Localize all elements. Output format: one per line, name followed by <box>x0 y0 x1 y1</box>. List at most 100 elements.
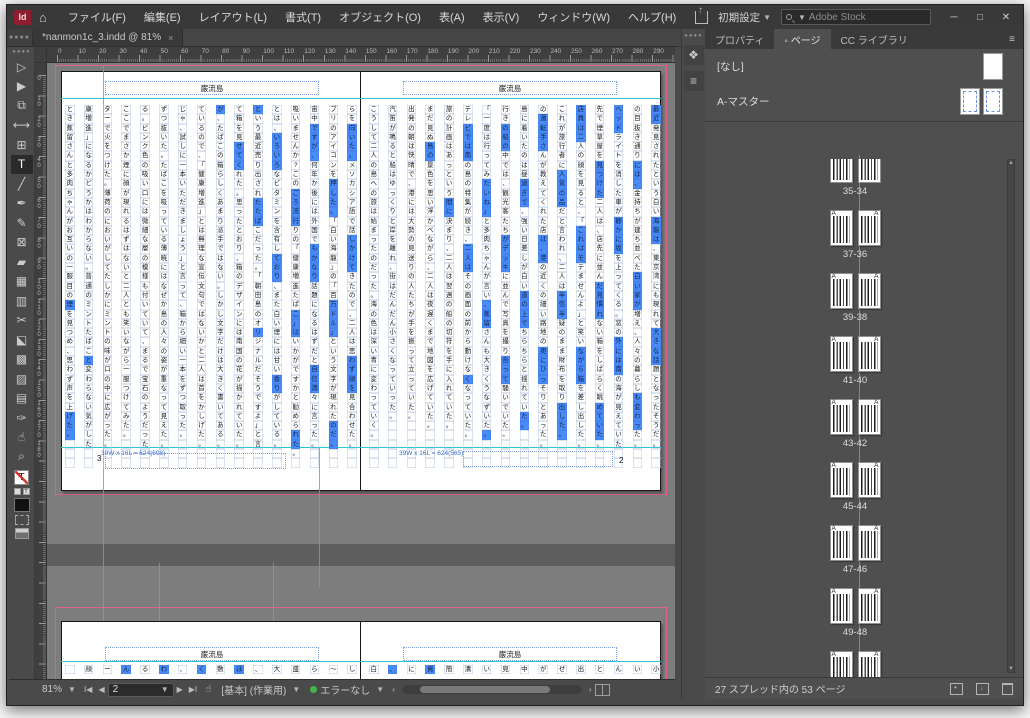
page-thumbnail-left[interactable]: A <box>829 588 853 624</box>
running-header-frame-left[interactable]: 巌流島 <box>105 81 319 95</box>
menu-item[interactable]: 編集(E) <box>143 12 181 24</box>
page-thumbnail-right[interactable]: A <box>857 273 881 309</box>
page-tool[interactable]: ⧉ <box>17 98 26 113</box>
running-header-frame-left[interactable]: 巌流島 <box>105 647 319 661</box>
column-guide[interactable] <box>103 65 104 621</box>
gradient-feather-tool[interactable]: ▨ <box>15 371 28 386</box>
text-frame-grid-left-page[interactable]: らを向いた。メソカシア語で話しかけてきたので、二人は思わず顔を見合わせた。ブリの… <box>65 105 357 468</box>
page-thumbnail-right[interactable]: A <box>857 159 881 183</box>
footer-frame-right[interactable] <box>463 451 613 467</box>
running-header-frame-right[interactable]: 巌流島 <box>403 647 617 661</box>
spread-thumb-row[interactable]: A A 47-46 <box>829 525 881 575</box>
selection-tool[interactable]: ▶ <box>16 79 27 94</box>
pencil-tool[interactable]: ✎ <box>16 215 27 230</box>
panel-tab-inactive[interactable]: CC ライブラリ <box>840 35 908 47</box>
note-tool[interactable]: ▤ <box>15 391 28 406</box>
ruler-origin-corner[interactable] <box>35 47 47 63</box>
menu-item[interactable]: ヘルプ(H) <box>628 12 677 24</box>
master-a-row[interactable]: A-マスター <box>705 84 1023 119</box>
frame-edges-button[interactable] <box>14 514 29 525</box>
split-view-icon[interactable] <box>594 683 610 696</box>
vertical-ruler[interactable]: 0 10 20 30 40 50 60 70 80 90 100 110 120 130 140 150 160… <box>35 63 47 679</box>
edit-page-size-icon[interactable] <box>950 682 963 695</box>
page-thumbnail-left[interactable]: A <box>829 159 853 183</box>
indesign-logo-icon[interactable]: Id <box>14 9 31 25</box>
text-frame-grid-left-page[interactable]: し〜ら盛大、ほ敷く、わるんー顔 <box>65 665 357 679</box>
workspace-switcher[interactable]: 初期設定 ▼ <box>718 11 771 24</box>
menu-item[interactable]: 表示(V) <box>482 12 520 24</box>
preflight-hand-icon[interactable]: ☝ <box>205 684 212 695</box>
panel-menu-icon[interactable]: ≡ <box>1009 33 1015 45</box>
line-tool[interactable]: ╱ <box>17 176 26 191</box>
screen-mode-button[interactable] <box>14 527 29 539</box>
column-guide[interactable] <box>319 447 320 587</box>
menu-item[interactable]: 書式(T) <box>285 12 322 24</box>
search-input[interactable]: ▼ Adobe Stock <box>781 9 931 25</box>
horizontal-scrollbar[interactable] <box>401 685 582 694</box>
panel-scrollbar[interactable]: ▲ ▼ <box>1007 159 1015 673</box>
page-thumbnail-right[interactable]: A <box>857 525 881 561</box>
page-thumbnail-left[interactable]: A <box>829 462 853 498</box>
running-header-frame-right[interactable]: 巌流島 <box>403 81 617 95</box>
page-thumbnail-left[interactable]: A <box>829 336 853 372</box>
spread-thumb-row[interactable]: A A 37-36 <box>829 210 881 260</box>
margin-guide[interactable] <box>61 98 661 99</box>
master-a-right-thumbnail[interactable] <box>983 88 1003 115</box>
zoom-tool[interactable]: ⌕ <box>18 449 25 464</box>
pages-panel-icon[interactable]: ❖ <box>683 45 704 65</box>
gradient-swatch-tool[interactable]: ▩ <box>15 352 28 367</box>
horizontal-ruler[interactable]: 0 10 20 30 40 50 60 70 80 90 100 110 120 130 140 150 160… <box>47 47 675 63</box>
spread-thumb-row[interactable]: A A 49-48 <box>829 588 881 638</box>
zoom-level-select[interactable]: 81% ▼ <box>42 684 76 695</box>
tools-grip[interactable]: ●●●● <box>12 49 31 55</box>
page-thumbnail-left[interactable]: A <box>829 273 853 309</box>
hand-tool[interactable]: ☝ <box>17 430 26 445</box>
page-thumbnail-right[interactable]: A <box>857 651 881 677</box>
preflight-profile-select[interactable]: [基本] (作業用) ▼ <box>221 685 301 697</box>
toolbar-grip[interactable]: ●●●● <box>7 29 33 46</box>
horizontal-grid-tool[interactable]: ▦ <box>15 274 28 289</box>
panel-tab-inactive[interactable]: プロパティ <box>715 35 765 47</box>
minimize-button[interactable]: ─ <box>950 11 958 23</box>
master-none-thumbnail[interactable] <box>983 53 1003 80</box>
vertical-grid-tool[interactable]: ▥ <box>15 293 28 308</box>
scroll-left-icon[interactable]: ‹ <box>392 685 395 694</box>
free-transform-tool[interactable]: ⬕ <box>15 332 28 347</box>
footer-frame-left[interactable] <box>105 453 286 469</box>
menu-item[interactable]: ウィンドウ(W) <box>537 12 611 24</box>
master-none-row[interactable]: [なし] <box>705 49 1023 84</box>
page-thumbnail-left[interactable]: A <box>829 399 853 435</box>
rectangle-frame-tool[interactable]: ⊠ <box>16 235 27 250</box>
share-icon[interactable] <box>695 5 709 24</box>
document-canvas[interactable]: 巌流島 巌流島 らを向いた。メソカシア語で話しかけてきたので、二人は思わず顔を見… <box>47 63 675 679</box>
text-frame-grid-right-page[interactable]: 最近発見されたという白い海龍は、東京湾にも現れて大きな話題となったそうだ。の目抜… <box>369 105 661 468</box>
page-thumbnail-left[interactable]: A <box>829 525 853 561</box>
delete-page-icon[interactable] <box>1002 682 1013 695</box>
scissors-tool[interactable]: ✂ <box>16 313 27 328</box>
spread-thumb-row[interactable]: A A 39-38 <box>829 273 881 323</box>
spread-thumb-row[interactable]: AA35-34 <box>829 159 881 197</box>
formatting-affects-text-button[interactable]: T <box>22 487 30 495</box>
spread-list[interactable]: AA35-34AA37-36AA39-38AA41-40AA43-42AA45-… <box>705 155 1005 677</box>
document-tab[interactable]: *nanmon1c_3.indd @ 81% × <box>33 29 184 46</box>
menu-item[interactable]: 表(A) <box>438 12 465 24</box>
menu-item[interactable]: オブジェクト(O) <box>339 12 421 24</box>
page-thumbnail-right[interactable]: A <box>857 210 881 246</box>
page-thumbnail-right[interactable]: A <box>857 399 881 435</box>
page-thumbnail-right[interactable]: A <box>857 336 881 372</box>
close-button[interactable]: ✕ <box>1001 11 1011 23</box>
eyedropper-tool[interactable]: ✑ <box>16 410 27 425</box>
type-tool[interactable]: T <box>10 154 33 174</box>
layers-panel-icon[interactable]: ≡ <box>683 71 704 91</box>
spread-thumb-row[interactable]: AA51-50 <box>829 651 881 677</box>
panel-tab-active[interactable]: ◦ ページ <box>774 29 831 49</box>
first-page-button[interactable]: Ⅰ◀ <box>83 685 93 694</box>
direct-selection-tool[interactable]: ▷ <box>16 59 27 74</box>
menu-item[interactable]: レイアウト(L) <box>198 12 268 24</box>
apply-color-swatch[interactable] <box>13 497 30 512</box>
rectangle-tool[interactable]: ▰ <box>16 254 27 269</box>
page-number-input[interactable]: 2 ▼ <box>107 682 174 697</box>
page-thumbnail-right[interactable]: A <box>857 588 881 624</box>
text-fill-none-swatch[interactable]: T <box>14 469 29 485</box>
gap-tool[interactable]: ⟷ <box>12 118 31 133</box>
